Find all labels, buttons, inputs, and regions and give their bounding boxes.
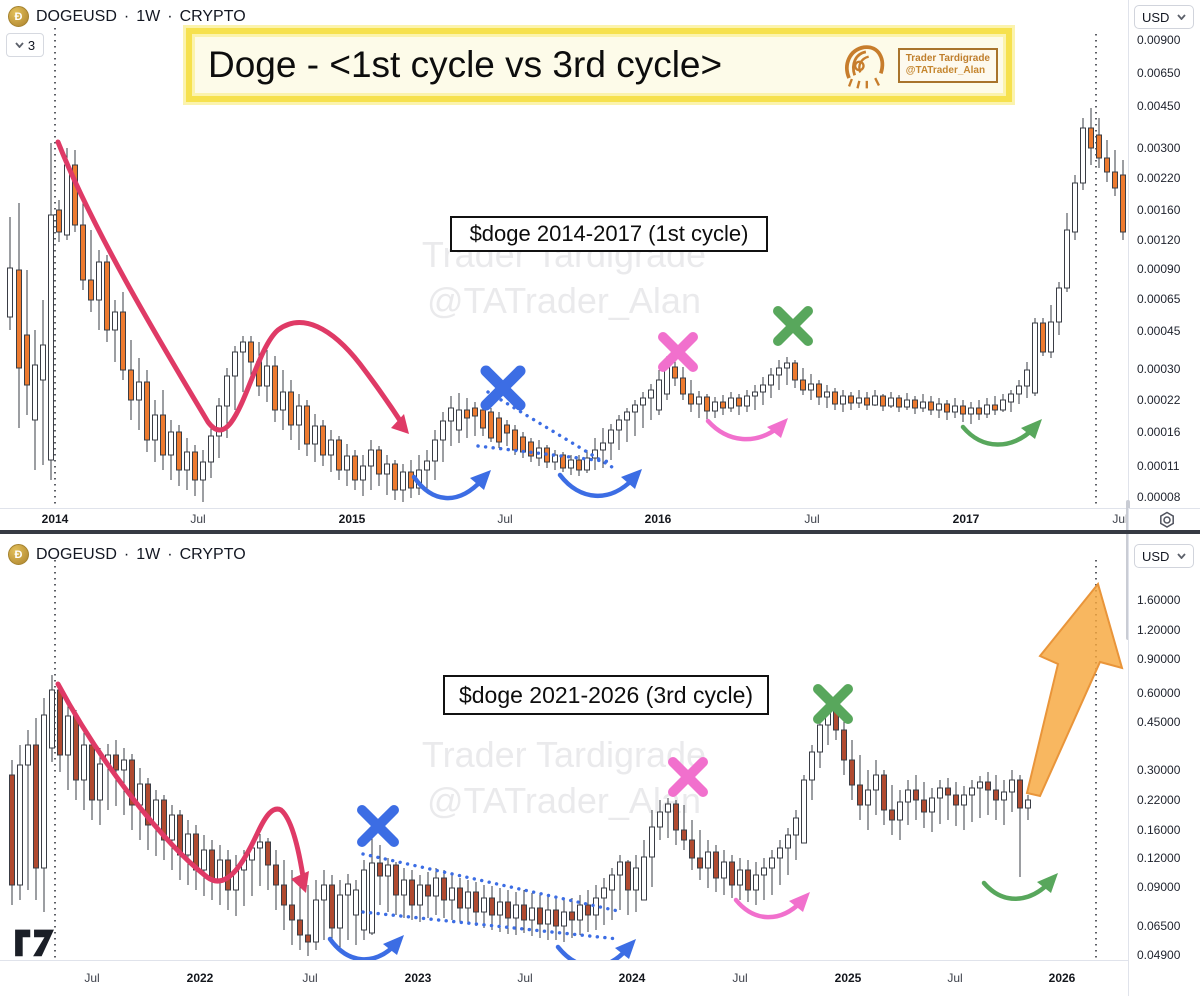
symbol-market: CRYPTO xyxy=(179,545,246,563)
chart-canvas-3rd-cycle[interactable] xyxy=(0,534,1128,960)
logo-badge: Trader Tardigrade @TATrader_Alan xyxy=(897,47,998,83)
header-separator: · xyxy=(167,7,173,25)
price-tick: 0.22000 xyxy=(1137,793,1181,807)
price-tick: 0.30000 xyxy=(1137,763,1181,777)
price-tick: 0.45000 xyxy=(1137,715,1181,729)
price-tick: 0.06500 xyxy=(1137,919,1181,933)
price-tick: 0.04900 xyxy=(1137,948,1181,962)
price-tick: 0.16000 xyxy=(1137,823,1181,837)
price-tick: 0.00160 xyxy=(1137,203,1181,217)
cycle-label-box-1st[interactable]: $doge 2014-2017 (1st cycle) xyxy=(450,216,768,252)
price-tick: 0.00300 xyxy=(1137,141,1181,155)
cycle-label-text: $doge 2014-2017 (1st cycle) xyxy=(469,221,749,246)
tardigrade-logo-icon xyxy=(844,45,884,89)
price-tick: 0.00120 xyxy=(1137,233,1181,247)
symbol-interval[interactable]: 1W xyxy=(136,545,161,563)
price-tick: 0.00008 xyxy=(1137,490,1181,504)
banner-title: Doge - <1st cycle vs 3rd cycle> xyxy=(208,44,723,85)
price-axis-2[interactable]: USD 1.60000 1.20000 0.90000 0.60000 0.45000 0… xyxy=(1128,534,1200,996)
price-tick: 1.20000 xyxy=(1137,623,1181,637)
time-tick: Jul xyxy=(190,512,206,526)
price-tick: 0.60000 xyxy=(1137,686,1181,700)
time-tick: Jul xyxy=(517,971,533,985)
price-tick: 0.09000 xyxy=(1137,880,1181,894)
time-tick: 2022 xyxy=(186,971,214,985)
currency-selector-2[interactable]: USD xyxy=(1134,544,1194,568)
currency-label: USD xyxy=(1142,9,1170,25)
price-tick: 0.00030 xyxy=(1137,362,1181,376)
price-tick: 0.00016 xyxy=(1137,425,1181,439)
chart-canvas-1st-cycle[interactable] xyxy=(0,0,1128,508)
time-tick: Jul xyxy=(497,512,513,526)
doge-coin-icon: Ð xyxy=(8,6,29,27)
cycle-label-text: $doge 2021-2026 (3rd cycle) xyxy=(458,681,754,708)
symbol-header-1[interactable]: Ð DOGEUSD · 1W · CRYPTO xyxy=(8,6,246,27)
pane-divider[interactable] xyxy=(0,530,1200,534)
time-tick: 2016 xyxy=(644,512,672,526)
time-tick: Jul xyxy=(804,512,820,526)
time-axis-2[interactable]: Jul 2022 Jul 2023 Jul 2024 Jul 2025 Jul 2026 xyxy=(0,960,1128,996)
time-tick: Jul xyxy=(947,971,963,985)
price-tick: 0.00022 xyxy=(1137,393,1181,407)
time-tick: Jul xyxy=(1112,512,1128,526)
price-tick: 0.00900 xyxy=(1137,33,1181,47)
price-tick: 0.00090 xyxy=(1137,262,1181,276)
symbol-market: CRYPTO xyxy=(179,7,246,25)
price-tick: 0.00011 xyxy=(1137,459,1180,473)
time-tick: 2026 xyxy=(1048,971,1076,985)
time-tick: 2014 xyxy=(41,512,69,526)
doge-coin-icon: Ð xyxy=(8,544,29,565)
header-separator: · xyxy=(167,545,173,563)
tradingview-logo[interactable] xyxy=(12,924,58,960)
price-tick: 0.00045 xyxy=(1137,324,1181,338)
chevron-down-icon xyxy=(1177,14,1186,20)
axis-settings-icon[interactable] xyxy=(1157,510,1177,530)
symbol-interval[interactable]: 1W xyxy=(136,7,161,25)
legend-collapse-chip[interactable]: 3 xyxy=(6,33,44,57)
legend-count: 3 xyxy=(27,37,36,53)
price-tick: 0.00065 xyxy=(1137,292,1181,306)
time-tick: 2015 xyxy=(338,512,366,526)
time-tick: Jul xyxy=(302,971,318,985)
cycle-label-box-3rd[interactable]: $doge 2021-2026 (3rd cycle) xyxy=(443,675,769,715)
price-axis-1[interactable]: USD 0.00900 0.00650 0.00450 0.00300 0.00220 0… xyxy=(1128,0,1200,530)
currency-label: USD xyxy=(1142,548,1170,564)
price-tick: 1.60000 xyxy=(1137,593,1181,607)
time-tick: 2017 xyxy=(952,512,980,526)
price-tick: 0.12000 xyxy=(1137,851,1181,865)
chevron-down-icon xyxy=(1177,553,1186,559)
title-banner: Doge - <1st cycle vs 3rd cycle> Trader T… xyxy=(186,28,1012,102)
chevron-down-icon xyxy=(15,42,24,48)
time-tick: Jul xyxy=(732,971,748,985)
time-tick: 2024 xyxy=(618,971,646,985)
time-tick: Jul xyxy=(84,971,100,985)
time-tick: 2025 xyxy=(834,971,862,985)
symbol-name[interactable]: DOGEUSD xyxy=(36,545,117,563)
price-tick: 0.00650 xyxy=(1137,66,1181,80)
price-tick: 0.00220 xyxy=(1137,171,1181,185)
price-tick: 0.00450 xyxy=(1137,99,1181,113)
header-separator: · xyxy=(123,545,130,563)
axis-corner xyxy=(1128,508,1200,530)
logo-badge-name: Trader Tardigrade xyxy=(905,52,990,64)
logo-badge-handle: @TATrader_Alan xyxy=(905,65,986,76)
symbol-name[interactable]: DOGEUSD xyxy=(36,7,117,25)
symbol-header-2[interactable]: Ð DOGEUSD · 1W · CRYPTO xyxy=(8,544,246,565)
header-separator: · xyxy=(123,7,130,25)
currency-selector-1[interactable]: USD xyxy=(1134,5,1194,29)
time-tick: 2023 xyxy=(404,971,432,985)
price-tick: 0.90000 xyxy=(1137,652,1181,666)
time-axis-1[interactable]: 2014 Jul 2015 Jul 2016 Jul 2017 Jul xyxy=(0,508,1128,531)
